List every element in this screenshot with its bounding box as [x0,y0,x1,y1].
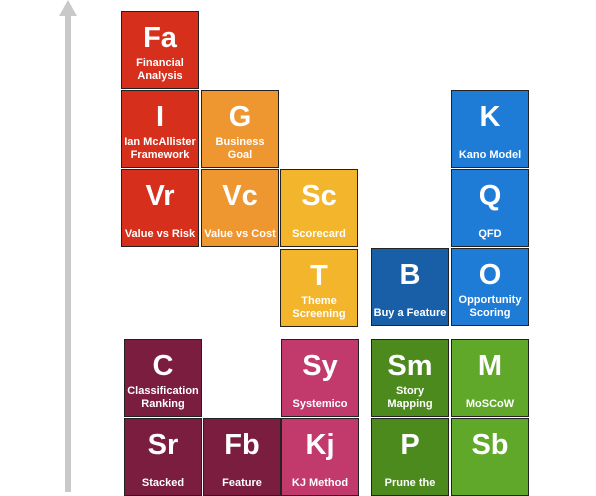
tile-name: Feature [222,477,262,489]
tile-symbol: Sm [387,350,433,382]
tile-name: QFD [478,228,502,240]
tile-name: Theme Screening [292,295,346,320]
tile-name: MoSCoW [465,398,515,410]
element-tile-sr: Sr Stacked [124,418,202,496]
tile-symbol: B [399,259,421,291]
element-tile-kj: Kj KJ Method [281,418,359,496]
tile-name: Scorecard [292,228,346,240]
tile-symbol: I [155,101,165,133]
tile-name: Value vs Cost [204,228,276,240]
tile-symbol: Fb [224,429,260,461]
tile-name: Buy a Feature [373,307,447,319]
tile-name: KJ Method [291,477,349,489]
axis-line [65,12,71,492]
tile-symbol: M [477,350,503,382]
element-tile-p: P Prune the [371,418,449,496]
tile-symbol: Vc [222,180,258,212]
tile-symbol: P [400,429,420,461]
element-tile-c: C Classification Ranking [124,339,202,417]
element-tile-i: I Ian McAllister Framework [121,90,199,168]
tile-name: Business Goal [215,136,265,161]
element-tile-b: B Buy a Feature [371,248,449,326]
tile-symbol: Vr [145,180,175,212]
tile-name: Story Mapping [387,385,433,410]
element-tile-g: G Business Goal [201,90,279,168]
element-tile-sm: Sm Story Mapping [371,339,449,417]
tile-symbol: G [228,101,252,133]
tile-name: Opportunity Scoring [458,294,522,319]
element-tile-vr: Vr Value vs Risk [121,169,199,247]
tile-name: Classification Ranking [127,385,199,410]
element-tile-sb: Sb [451,418,529,496]
tile-symbol: Sb [471,429,509,461]
tile-symbol: Kj [305,429,335,461]
element-tile-q: Q QFD [451,169,529,247]
tile-name: Stacked [141,477,185,489]
tile-name: Systemico [292,398,348,410]
element-tile-o: O Opportunity Scoring [451,248,529,326]
up-arrow-icon [59,0,77,16]
tile-symbol: Sc [301,180,337,212]
element-tile-sy: Sy Systemico [281,339,359,417]
tile-symbol: Fa [143,22,177,54]
element-tile-m: M MoSCoW [451,339,529,417]
element-tile-k: K Kano Model [451,90,529,168]
tile-symbol: K [479,101,501,133]
tile-name: Prune the [384,477,436,489]
tile-symbol: Q [478,180,502,212]
element-tile-fb: Fb Feature [203,418,281,496]
tile-name: Value vs Risk [124,228,196,240]
element-tile-sc: Sc Scorecard [280,169,358,247]
tile-symbol: Sr [147,429,179,461]
tile-name: Kano Model [458,149,522,161]
tile-symbol: C [152,350,174,382]
element-tile-vc: Vc Value vs Cost [201,169,279,247]
element-tile-t: T Theme Screening [280,249,358,327]
tile-name: Financial Analysis [136,57,184,82]
tile-symbol: O [478,259,502,291]
element-tile-fa: Fa Financial Analysis [121,11,199,89]
tile-symbol: Sy [302,350,338,382]
tile-symbol: T [310,260,328,292]
tile-name: Ian McAllister Framework [124,136,196,161]
